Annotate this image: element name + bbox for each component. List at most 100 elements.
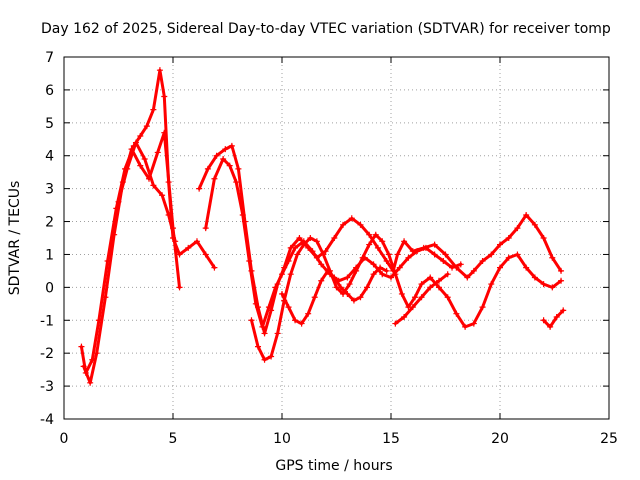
- data-point: [150, 182, 157, 189]
- data-point: [239, 211, 246, 218]
- x-tick-label: 20: [491, 431, 509, 447]
- data-point: [440, 258, 447, 265]
- data-point: [497, 264, 503, 271]
- grid-lines: [64, 57, 609, 419]
- data-point: [540, 317, 547, 324]
- data-point: [560, 307, 567, 314]
- data-point: [364, 284, 371, 291]
- data-point: [379, 238, 386, 245]
- data-point: [366, 241, 373, 248]
- data-point: [292, 317, 299, 324]
- data-point: [265, 304, 272, 311]
- y-tick-label: -1: [40, 313, 54, 329]
- data-point: [431, 241, 438, 248]
- data-point: [547, 323, 554, 330]
- data-point: [444, 294, 451, 301]
- series-line: [117, 141, 177, 243]
- data-point: [248, 317, 255, 324]
- y-tick-label: -4: [40, 412, 54, 428]
- series-track-3: [115, 139, 179, 245]
- data-point: [202, 225, 209, 232]
- axis-ticks: 0 5 10 15 20 25 -4 -3 -2 -1 0 1 2 3 4 5 6 7: [40, 50, 618, 447]
- data-point: [313, 238, 320, 245]
- data-point: [427, 284, 434, 291]
- y-tick-label: 1: [45, 247, 54, 263]
- data-point: [377, 264, 384, 271]
- data-point: [449, 264, 456, 271]
- data-point: [431, 251, 438, 258]
- data-point: [287, 271, 294, 278]
- data-point: [392, 320, 399, 327]
- y-tick-label: 6: [45, 83, 54, 99]
- series-track-7: [279, 264, 390, 327]
- data-point: [340, 221, 347, 228]
- y-tick-label: 5: [45, 116, 54, 132]
- data-point: [422, 244, 429, 251]
- data-point: [324, 267, 331, 274]
- data-point: [279, 271, 285, 278]
- data-point: [298, 320, 305, 327]
- series-track-9: [540, 307, 567, 330]
- data-point: [374, 244, 381, 251]
- data-point: [488, 281, 495, 288]
- data-point: [115, 198, 122, 205]
- data-point: [497, 241, 503, 248]
- x-tick-label: 0: [60, 431, 69, 447]
- data-point: [292, 244, 299, 251]
- data-point: [196, 185, 203, 192]
- data-point: [331, 274, 338, 281]
- data-point: [233, 179, 240, 186]
- data-point: [394, 251, 401, 258]
- data-series: [78, 67, 567, 386]
- data-point: [137, 162, 144, 169]
- data-point: [405, 254, 412, 261]
- data-point: [78, 343, 85, 350]
- y-tick-label: 3: [45, 182, 54, 198]
- data-point: [350, 297, 357, 304]
- y-tick-label: 4: [45, 149, 54, 165]
- data-point: [388, 274, 394, 281]
- data-point: [370, 261, 377, 268]
- data-point: [457, 261, 464, 268]
- series-track-8: [392, 271, 451, 327]
- data-point: [111, 231, 118, 238]
- data-point: [259, 323, 266, 330]
- data-point: [409, 304, 416, 311]
- data-point: [226, 162, 233, 169]
- chart-title: Day 162 of 2025, Sidereal Day-to-day VTE…: [41, 21, 611, 37]
- x-tick-label: 15: [382, 431, 400, 447]
- data-point: [211, 264, 218, 271]
- data-point: [523, 264, 530, 271]
- data-point: [523, 211, 530, 218]
- data-point: [185, 244, 192, 251]
- data-point: [318, 277, 325, 284]
- data-point: [220, 156, 227, 163]
- data-point: [418, 281, 425, 288]
- data-point: [435, 284, 442, 291]
- data-point: [213, 152, 220, 159]
- data-point: [353, 267, 360, 274]
- data-point: [401, 313, 408, 320]
- x-tick-label: 25: [600, 431, 618, 447]
- data-point: [470, 320, 477, 327]
- data-point: [444, 271, 451, 278]
- x-tick-label: 10: [273, 431, 291, 447]
- data-point: [235, 165, 242, 172]
- data-point: [418, 294, 425, 301]
- data-point: [540, 281, 547, 288]
- data-point: [204, 165, 211, 172]
- data-point: [348, 215, 355, 222]
- data-point: [346, 281, 353, 288]
- data-point: [165, 211, 172, 218]
- data-point: [252, 300, 259, 307]
- data-point: [479, 304, 486, 311]
- y-tick-label: 0: [45, 280, 54, 296]
- data-point: [161, 93, 168, 100]
- data-point: [285, 258, 292, 265]
- data-point: [150, 106, 157, 113]
- data-point: [488, 251, 495, 258]
- data-point: [261, 330, 268, 337]
- data-point: [309, 248, 316, 255]
- data-point: [137, 132, 144, 139]
